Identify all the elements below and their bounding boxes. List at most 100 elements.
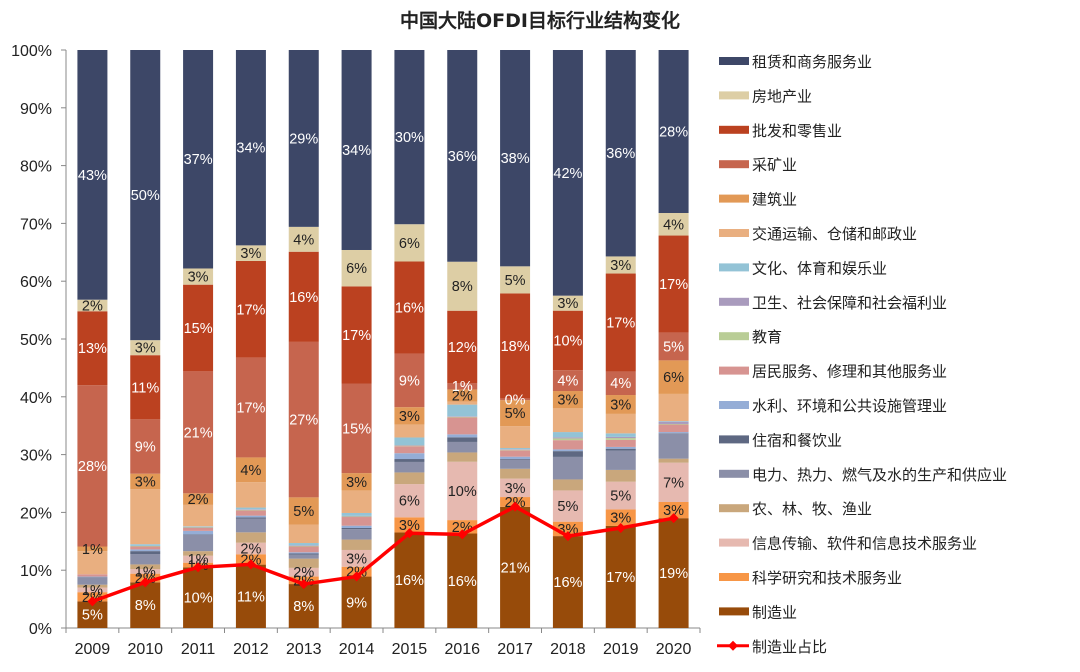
legend-swatch: [719, 538, 749, 547]
line-point-marker: [668, 513, 679, 524]
bar-segment: [605, 509, 636, 526]
bar-segment: [500, 448, 531, 450]
bar-segment: [394, 445, 425, 446]
bar-segment: [658, 433, 689, 434]
bar-2012: [235, 50, 266, 628]
y-tick-label: 90%: [20, 101, 52, 118]
bar-segment: [447, 434, 478, 438]
bar-segment: [288, 545, 319, 547]
legend-swatch: [719, 160, 749, 169]
bar-segment: [605, 446, 636, 449]
bar-segment: [394, 445, 425, 447]
axes: 0% 10% 20% 30% 40% 50% 60% 70% 80% 90% 100% 2009 201…: [11, 43, 701, 658]
segment-label: 38%: [501, 151, 530, 167]
segment-label: 2%: [188, 492, 209, 508]
bar-segment: [658, 50, 689, 213]
segment-label: 16%: [395, 573, 424, 589]
legend-label: 农、林、牧、渔业: [752, 500, 872, 518]
bar-2016: [447, 50, 478, 628]
bar-segment: [341, 529, 372, 540]
bar-segment: [447, 401, 478, 405]
bar-segment: [130, 50, 161, 341]
bar-segment: [552, 479, 583, 491]
bar-segment: [341, 383, 372, 474]
segment-label: 2%: [82, 298, 103, 314]
segment-label: 8%: [293, 599, 314, 615]
segment-label: 8%: [452, 279, 473, 295]
bar-segment: [235, 509, 266, 510]
segment-label: 9%: [346, 595, 367, 611]
y-tick-label: 20%: [20, 505, 52, 522]
bar-2020: [658, 50, 689, 628]
y-tick-label: 30%: [20, 448, 52, 465]
legend-swatch: [719, 366, 749, 375]
line-point-marker: [298, 579, 309, 590]
segment-label: 34%: [342, 143, 371, 159]
legend-item: 科学研究和技术服务业: [719, 569, 902, 587]
segment-label: 3%: [135, 341, 156, 357]
bar-segment: [500, 506, 531, 628]
bar-segment: [341, 512, 372, 516]
legend-swatch: [719, 57, 749, 65]
segment-label: 13%: [78, 341, 107, 357]
bar-segment: [552, 432, 583, 438]
segment-label: 6%: [663, 370, 684, 386]
segment-label: 3%: [610, 397, 631, 413]
bar-segment: [235, 515, 266, 518]
x-tick-label: 2014: [339, 641, 375, 658]
legend-item: 租赁和商务服务业: [719, 53, 872, 71]
segment-label: 1%: [452, 379, 473, 395]
bar-segment: [183, 528, 214, 531]
bar-segment: [658, 458, 689, 463]
bar-segment: [552, 536, 583, 628]
segment-label: 2%: [293, 565, 314, 581]
segment-label: 3%: [505, 481, 526, 497]
bar-segment: [235, 482, 266, 508]
bar-segment: [183, 526, 214, 527]
legend-item: 水利、环境和公共设施管理业: [719, 397, 947, 415]
segment-label: 4%: [240, 463, 261, 479]
bar-segment: [341, 528, 372, 530]
bar-2013: [288, 50, 319, 628]
bar-segment: [130, 569, 161, 574]
line-path: [91, 504, 674, 604]
bar-segment: [658, 501, 689, 519]
bar-segment: [552, 310, 583, 371]
bar-segment: [288, 497, 319, 525]
x-tick-label: 2019: [603, 641, 639, 658]
bar-segment: [130, 564, 161, 570]
legend-label: 住宿和餐饮业: [752, 431, 842, 449]
line-point-marker: [615, 523, 626, 534]
segment-label: 42%: [553, 166, 582, 182]
bar-segment: [288, 543, 319, 546]
segment-label: 9%: [399, 373, 420, 389]
segment-label: 17%: [236, 401, 265, 417]
legend-swatch: [719, 229, 749, 237]
legend-label: 交通运输、仓储和邮政业: [752, 225, 917, 243]
segment-label: 18%: [501, 339, 530, 355]
legend-item: 文化、体育和娱乐业: [719, 259, 887, 277]
x-tick-label: 2020: [656, 641, 692, 658]
segment-label: 2%: [240, 541, 261, 557]
bar-segment: [341, 517, 372, 526]
segment-label: 4%: [610, 376, 631, 392]
x-tick-label: 2015: [392, 641, 428, 658]
segment-label: 3%: [399, 518, 420, 534]
bar-segment: [500, 426, 531, 449]
bar-segment: [394, 224, 425, 262]
y-tick-label: 10%: [20, 563, 52, 580]
bar-segment: [130, 554, 161, 565]
bar-segment: [77, 50, 108, 300]
bar-segment: [130, 546, 161, 550]
bar-segment: [288, 546, 319, 553]
bar-segment: [605, 525, 636, 628]
segment-label: 17%: [606, 315, 635, 331]
bar-segment: [183, 534, 214, 535]
segment-label: 3%: [346, 551, 367, 567]
bar-segment: [183, 284, 214, 372]
bar-segment: [77, 385, 108, 547]
bar-segment: [235, 518, 266, 533]
legend-item: 建筑业: [719, 191, 797, 209]
segment-label: 5%: [293, 504, 314, 520]
